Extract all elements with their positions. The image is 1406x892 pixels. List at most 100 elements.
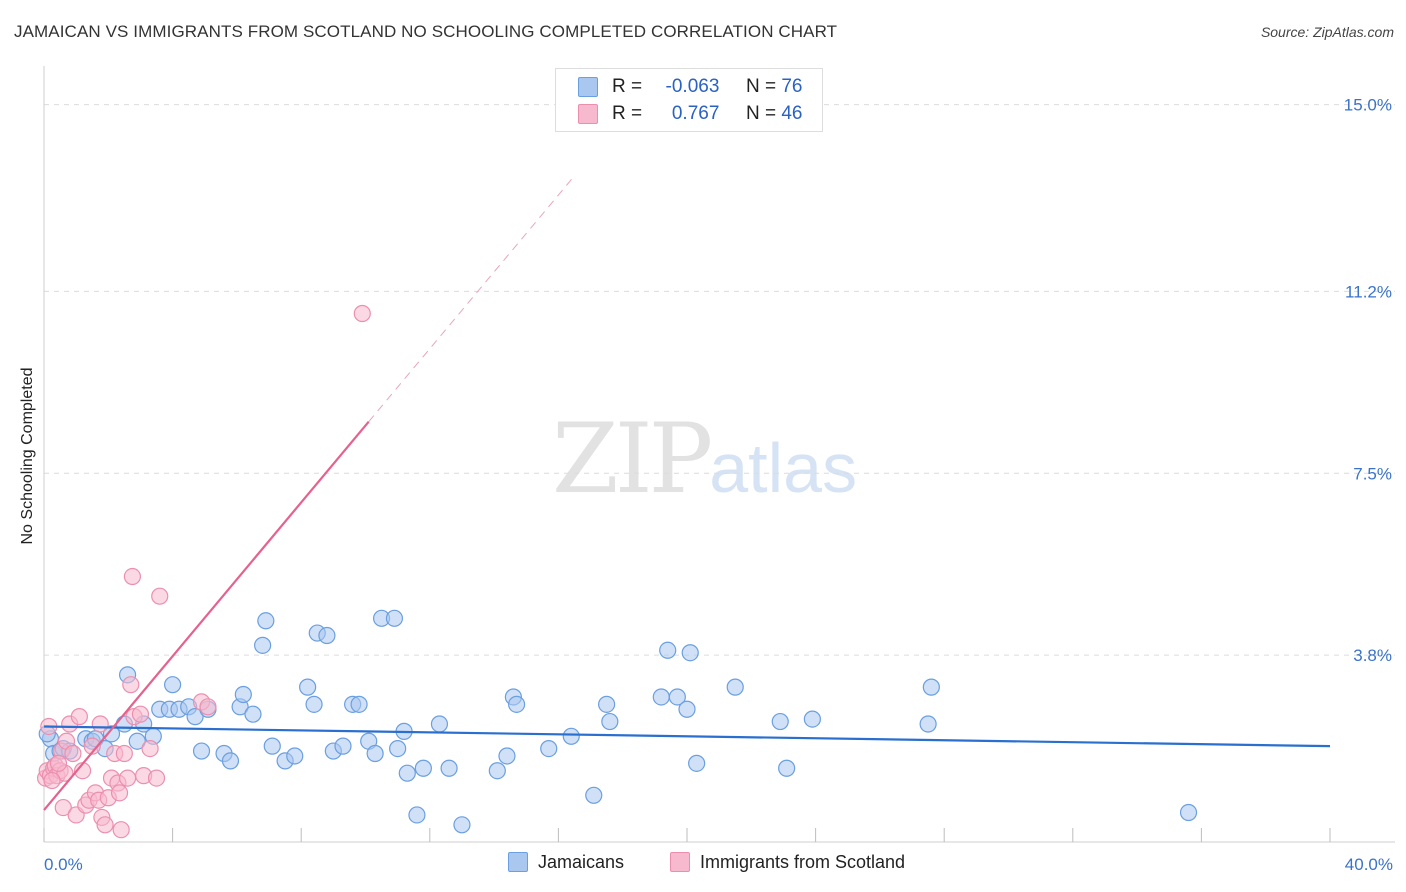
data-point-jamaicans	[398, 764, 416, 782]
data-point-scotland	[115, 744, 133, 763]
n-value: 76	[781, 76, 803, 97]
data-point-jamaicans	[498, 747, 516, 765]
data-point-scotland	[112, 821, 130, 839]
data-point-jamaicans	[803, 710, 821, 728]
data-point-jamaicans	[254, 636, 272, 654]
legend-swatch-pink	[670, 852, 690, 872]
data-point-scotland	[43, 771, 61, 790]
x-tick-label: 0.0%	[44, 855, 83, 874]
data-point-jamaicans	[652, 688, 670, 706]
legend-text: R = 0.767 N = 46	[612, 103, 802, 125]
r-value: 0.767	[671, 103, 720, 124]
data-point-jamaicans	[385, 609, 404, 627]
data-point-jamaicans	[299, 678, 317, 696]
data-point-scotland	[91, 715, 109, 733]
data-point-jamaicans	[488, 762, 506, 780]
y-tick-label: 11.2%	[1345, 282, 1392, 301]
data-point-scotland	[64, 744, 82, 763]
y-axis-label: No Schooling Completed	[19, 367, 36, 545]
data-point-jamaicans	[508, 695, 526, 713]
data-point-jamaicans	[192, 742, 211, 760]
legend-text: R = -0.063 N = 76	[612, 76, 802, 98]
legend-swatch-blue	[508, 852, 528, 872]
data-point-jamaicans	[234, 685, 252, 704]
trend-line-scotland	[43, 420, 370, 811]
data-point-jamaicans	[659, 641, 677, 659]
r-label: R =	[612, 103, 643, 124]
n-label: N =	[745, 76, 777, 97]
trend-line-scotland-extension	[368, 175, 575, 422]
data-point-scotland	[151, 587, 169, 605]
data-point-scotland	[353, 304, 371, 323]
data-point-scotland	[83, 737, 101, 755]
legend-item-jamaicans[interactable]: Jamaicans	[508, 852, 624, 873]
data-point-jamaicans	[678, 700, 696, 718]
data-point-scotland	[49, 754, 68, 772]
data-point-scotland	[110, 784, 129, 802]
data-point-jamaicans	[263, 737, 281, 755]
data-point-jamaicans	[585, 786, 603, 804]
data-point-jamaicans	[771, 712, 789, 731]
watermark-atlas: atlas	[709, 429, 858, 507]
data-point-jamaicans	[453, 816, 471, 834]
data-point-jamaicans	[334, 737, 352, 755]
data-point-jamaicans	[257, 612, 275, 630]
data-point-scotland	[70, 708, 88, 726]
r-label: R =	[612, 76, 643, 97]
data-point-jamaicans	[128, 732, 146, 750]
data-point-jamaicans	[186, 708, 204, 726]
r-value: -0.063	[665, 76, 720, 97]
n-value: 46	[781, 103, 803, 124]
data-point-jamaicans	[440, 759, 458, 777]
data-point-jamaicans	[221, 752, 240, 770]
data-point-jamaicans	[726, 678, 744, 696]
correlation-legend: R = -0.063 N = 76 R = 0.767 N = 46	[555, 68, 823, 132]
data-point-jamaicans	[598, 695, 616, 713]
data-point-jamaicans	[286, 747, 304, 765]
data-point-jamaicans	[318, 626, 336, 645]
data-point-scotland	[141, 739, 159, 758]
data-point-jamaicans	[922, 678, 940, 696]
source-label: Source: ZipAtlas.com	[1260, 24, 1394, 40]
legend-swatch-blue	[578, 77, 598, 97]
data-point-jamaicans	[668, 688, 686, 706]
data-point-jamaicans	[414, 759, 432, 777]
data-point-jamaicans	[1179, 803, 1198, 822]
data-point-scotland	[122, 676, 140, 694]
data-point-jamaicans	[164, 676, 182, 694]
data-point-scotland	[54, 798, 72, 817]
data-point-jamaicans	[919, 715, 937, 733]
data-point-jamaicans	[305, 695, 323, 713]
data-point-scotland	[199, 698, 217, 716]
x-tick-label: 40.0%	[1345, 855, 1393, 874]
data-point-jamaicans	[601, 712, 619, 731]
legend-label: Immigrants from Scotland	[700, 852, 906, 872]
trend-line-jamaicans	[43, 725, 1331, 748]
data-point-jamaicans	[430, 715, 449, 733]
data-point-scotland	[147, 769, 166, 787]
data-point-jamaicans	[350, 695, 368, 713]
data-point-scotland	[118, 769, 137, 787]
watermark-zip: ZIP	[552, 403, 713, 515]
data-point-jamaicans	[681, 644, 699, 662]
data-point-jamaicans	[562, 727, 580, 745]
n-label: N =	[745, 103, 777, 124]
watermark: ZIPatlas	[552, 403, 857, 515]
data-point-jamaicans	[244, 705, 262, 723]
legend-swatch-pink	[578, 104, 598, 124]
legend-item-scotland[interactable]: Immigrants from Scotland	[670, 852, 905, 873]
data-point-jamaicans	[389, 739, 407, 758]
data-point-scotland	[123, 567, 142, 586]
data-point-scotland	[131, 705, 150, 723]
data-point-jamaicans	[540, 739, 558, 758]
legend-label: Jamaicans	[538, 852, 625, 872]
data-point-jamaicans	[366, 744, 384, 763]
data-point-jamaicans	[778, 759, 796, 777]
data-point-jamaicans	[102, 725, 121, 743]
data-point-scotland	[96, 816, 114, 834]
data-point-jamaicans	[688, 754, 706, 772]
y-tick-label: 15.0%	[1344, 96, 1392, 115]
y-tick-label: 3.8%	[1353, 646, 1392, 665]
data-point-jamaicans	[408, 806, 426, 824]
